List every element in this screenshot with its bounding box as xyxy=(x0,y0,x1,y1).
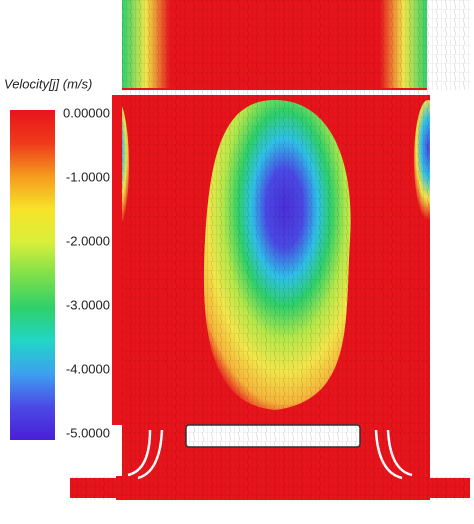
legend-tick-label: -3.0000 xyxy=(66,297,110,312)
legend-tick-label: -4.0000 xyxy=(66,361,110,376)
mesh xyxy=(70,0,470,500)
legend-tick-label: -2.0000 xyxy=(66,233,110,248)
color-bar xyxy=(10,110,55,440)
simulation-domain xyxy=(70,0,474,500)
legend-tick-label: -1.0000 xyxy=(66,169,110,184)
legend-tick-label: 0.00000 xyxy=(63,105,110,120)
legend-tick-label: -5.0000 xyxy=(66,425,110,440)
legend: Velocity[j] (m/s) 0.00000 -1.0000 -2.0000 -… xyxy=(4,76,110,440)
background xyxy=(430,90,474,476)
legend-title: Velocity[j] (m/s) xyxy=(4,76,92,91)
chamber-edge xyxy=(112,95,122,425)
